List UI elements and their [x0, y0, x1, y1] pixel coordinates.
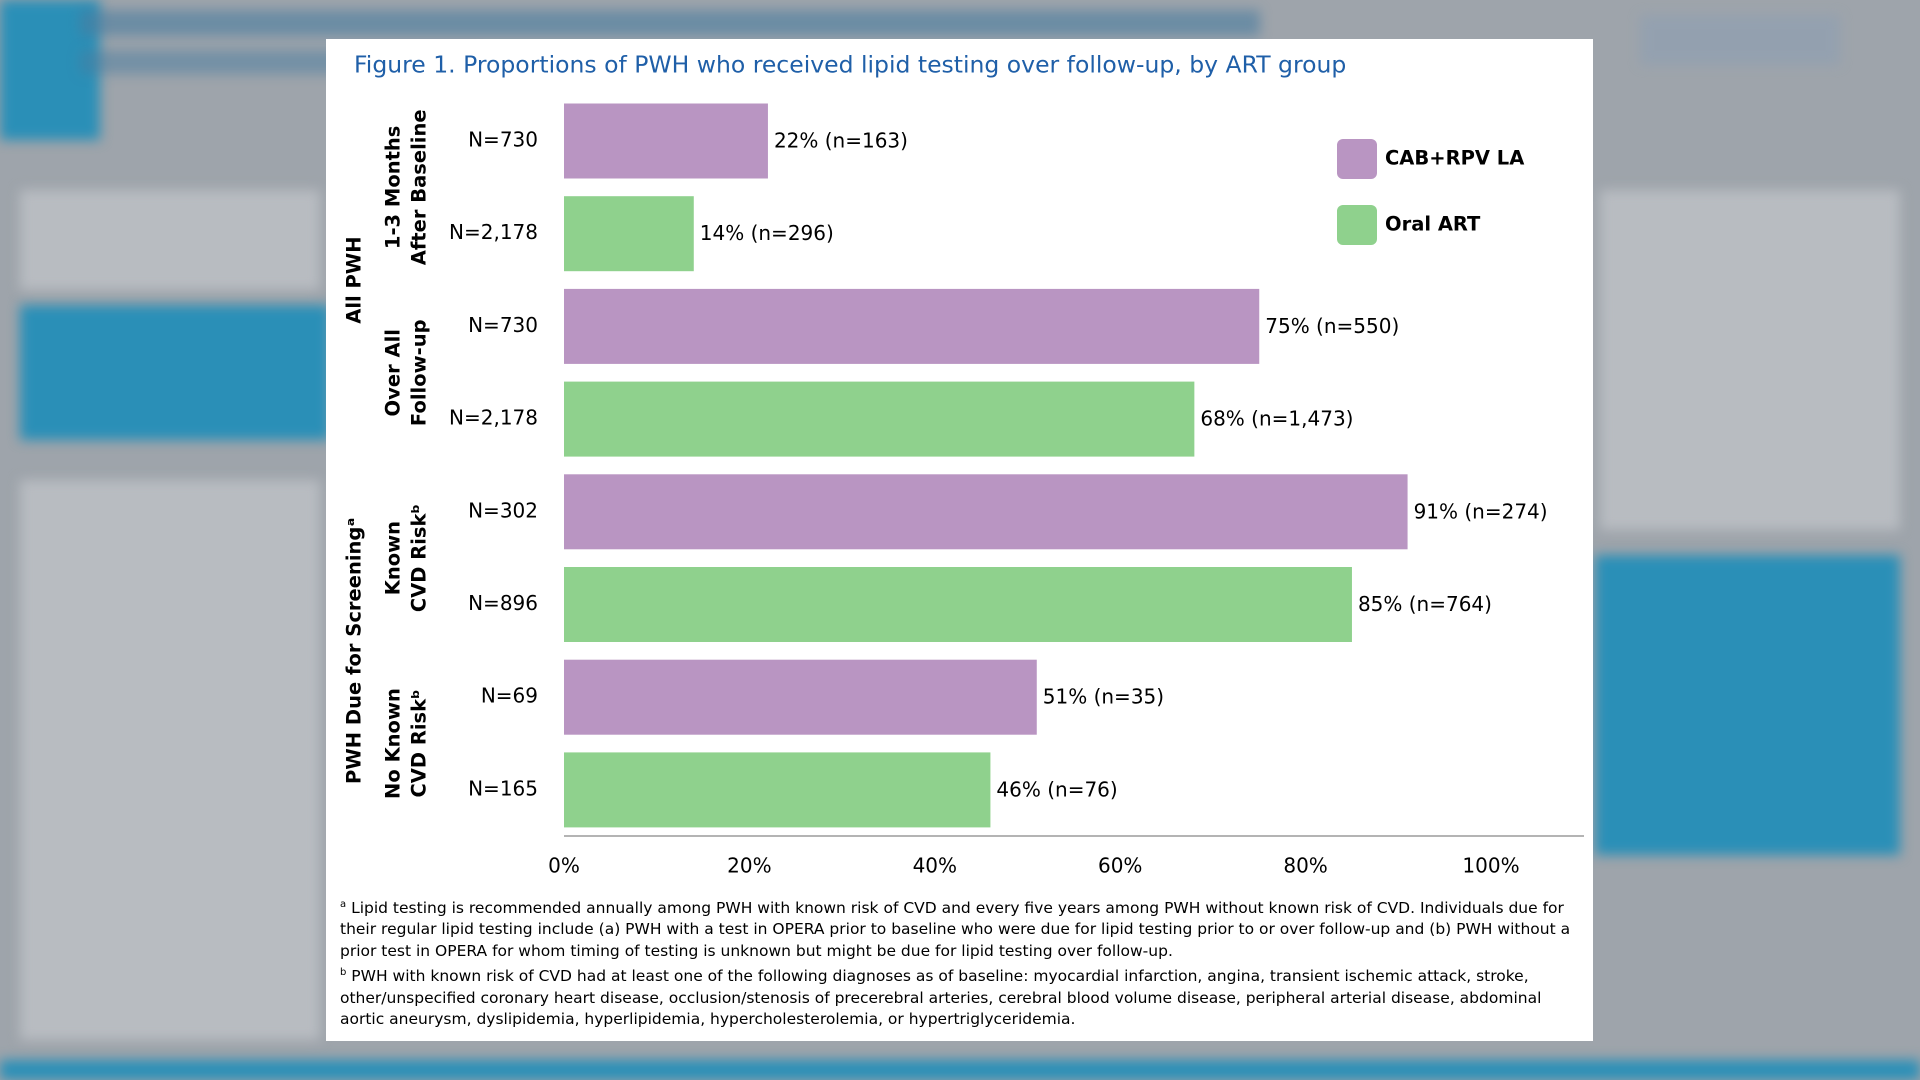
x-tick-label: 20% [727, 854, 771, 878]
subgroup-label: Follow-up [408, 319, 431, 426]
footnote-text: PWH with known risk of CVD had at least … [340, 967, 1542, 1028]
category-label: N=165 [468, 776, 538, 800]
value-label: 46% (n=76) [996, 777, 1117, 801]
legend-label: CAB+RPV LA [1385, 147, 1524, 170]
bar [564, 474, 1408, 550]
value-label: 91% (n=274) [1414, 499, 1548, 523]
subgroup-label: No Known [382, 688, 405, 799]
category-label: N=69 [481, 684, 538, 708]
figure-popup: Figure 1. Proportions of PWH who receive… [326, 39, 1593, 1041]
category-label: N=302 [468, 498, 538, 522]
subgroup-label: Over All [382, 329, 405, 416]
subgroup-label: Known [382, 521, 405, 595]
chart: Figure 1. Proportions of PWH who receive… [343, 51, 1584, 878]
subgroup-label: After Baseline [408, 109, 431, 265]
bar [564, 103, 768, 179]
footnote: b PWH with known risk of CVD had at leas… [340, 962, 1590, 1030]
x-tick-label: 100% [1462, 854, 1519, 878]
footnote: a Lipid testing is recommended annually … [340, 894, 1590, 962]
x-tick-label: 0% [548, 854, 580, 878]
category-label: N=730 [468, 128, 538, 152]
legend-label: Oral ART [1385, 213, 1481, 236]
category-label: N=730 [468, 313, 538, 337]
value-label: 14% (n=296) [700, 221, 834, 245]
category-label: N=2,178 [449, 220, 538, 244]
chart-title: Figure 1. Proportions of PWH who receive… [354, 51, 1346, 79]
category-label: N=2,178 [449, 406, 538, 430]
group-label: All PWH [343, 236, 366, 323]
x-tick-label: 60% [1098, 854, 1142, 878]
value-label: 51% (n=35) [1043, 685, 1164, 709]
bar [564, 567, 1352, 642]
subgroup-label: CVD Riskᵇ [408, 690, 431, 798]
footnote-mark: b [340, 967, 347, 979]
footnote-mark: a [340, 899, 347, 910]
value-label: 85% (n=764) [1358, 592, 1492, 616]
bar [564, 381, 1195, 457]
value-label: 68% (n=1,473) [1200, 407, 1353, 431]
value-label: 75% (n=550) [1265, 314, 1399, 338]
bar [564, 196, 694, 272]
legend-swatch [1337, 139, 1377, 179]
legend-swatch [1337, 205, 1377, 245]
value-label: 22% (n=163) [774, 129, 908, 153]
subgroup-label: 1-3 Months [382, 126, 405, 250]
footnotes: a Lipid testing is recommended annually … [340, 894, 1590, 1030]
bar [564, 288, 1260, 364]
footnote-text: Lipid testing is recommended annually am… [340, 899, 1571, 960]
x-tick-label: 80% [1283, 854, 1327, 878]
subgroup-label: CVD Riskᵇ [408, 504, 431, 612]
group-label: PWH Due for Screeningᵃ [343, 518, 366, 784]
category-label: N=896 [468, 591, 538, 615]
bar [564, 752, 991, 828]
x-tick-label: 40% [913, 854, 957, 878]
bar [564, 659, 1037, 735]
